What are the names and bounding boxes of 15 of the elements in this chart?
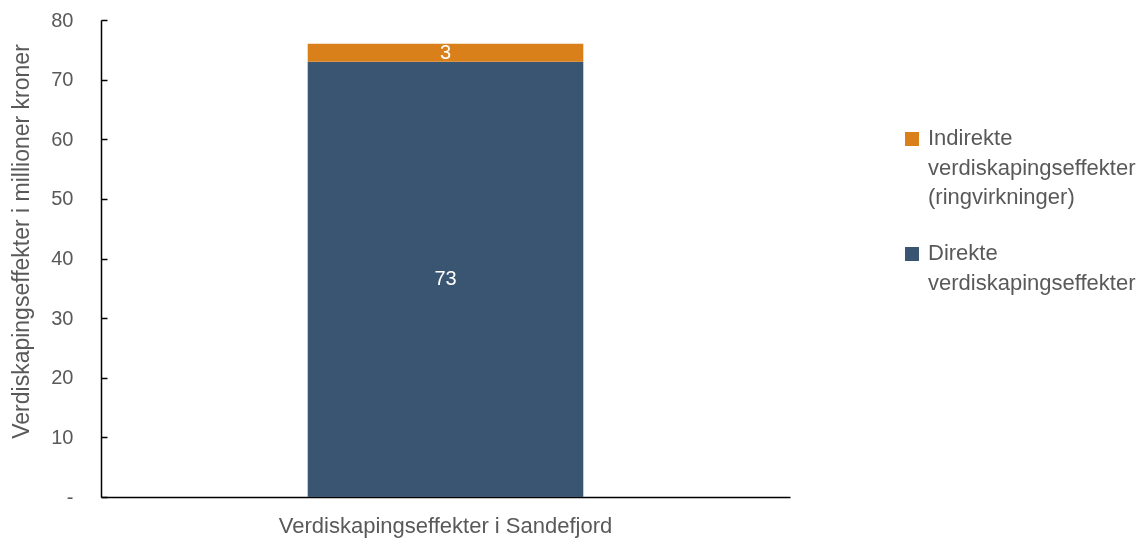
y-tick-label: 40 [51, 247, 74, 269]
data-label: 3 [439, 40, 452, 63]
y-tick-label: 30 [51, 306, 74, 329]
y-tick-label: - [66, 485, 74, 508]
legend-label: Direkte verdiskapingseffekter [928, 240, 1136, 295]
legend-label: Indirekte verdiskapingseffekter (ringvirkninger) [928, 125, 1136, 209]
y-tick-label: 80 [51, 8, 74, 31]
y-tick-label: 10 [51, 425, 74, 448]
y-tick-label: 60 [51, 127, 74, 150]
y-tick-label: 50 [51, 187, 74, 210]
y-tick-label: 70 [51, 68, 74, 91]
y-tick-label: 20 [51, 366, 74, 389]
data-label: 73 [434, 267, 457, 290]
x-tick-label: Verdiskapingseffekter i Sandefjord [278, 512, 613, 538]
y-axis-title: Verdiskapingseffekter i millioner kroner [7, 43, 34, 439]
